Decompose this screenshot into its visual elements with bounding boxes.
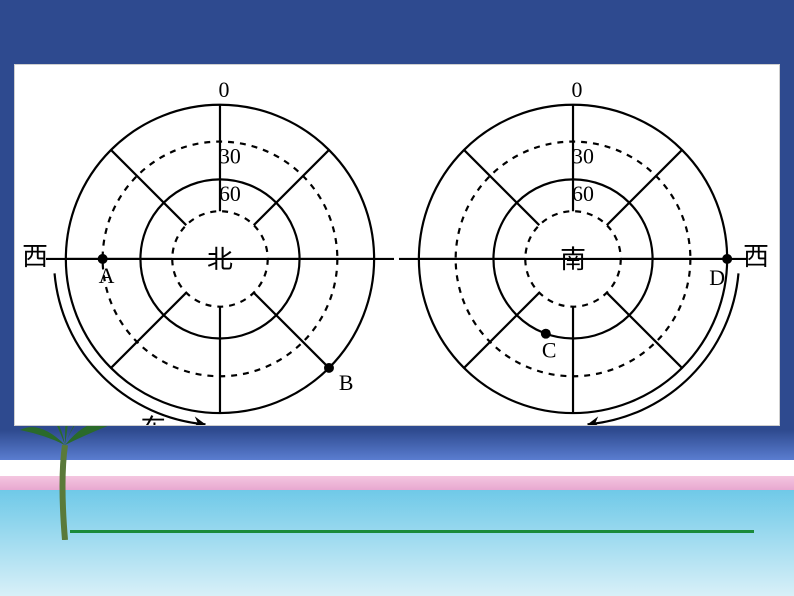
svg-text:西: 西 <box>743 242 769 271</box>
svg-text:60: 60 <box>572 182 594 206</box>
svg-text:B: B <box>339 371 354 395</box>
horizon-strip <box>0 460 794 476</box>
sea-strip <box>0 490 794 596</box>
polar-diagram: 30600北西东AB30600南西CD <box>15 65 779 425</box>
svg-text:0: 0 <box>218 78 229 102</box>
svg-text:D: D <box>709 266 725 290</box>
svg-text:北: 北 <box>207 245 233 274</box>
svg-text:30: 30 <box>572 144 594 168</box>
svg-text:A: A <box>99 264 115 288</box>
svg-text:西: 西 <box>22 242 48 271</box>
svg-text:30: 30 <box>219 144 241 168</box>
svg-text:南: 南 <box>560 245 586 274</box>
sky-gradient <box>0 430 794 460</box>
svg-text:60: 60 <box>219 182 241 206</box>
svg-text:C: C <box>542 339 557 363</box>
svg-text:0: 0 <box>572 78 583 102</box>
beach-strip <box>0 476 794 490</box>
diagram-panel: 30600北西东AB30600南西CD <box>14 64 780 426</box>
green-underline <box>70 530 754 533</box>
